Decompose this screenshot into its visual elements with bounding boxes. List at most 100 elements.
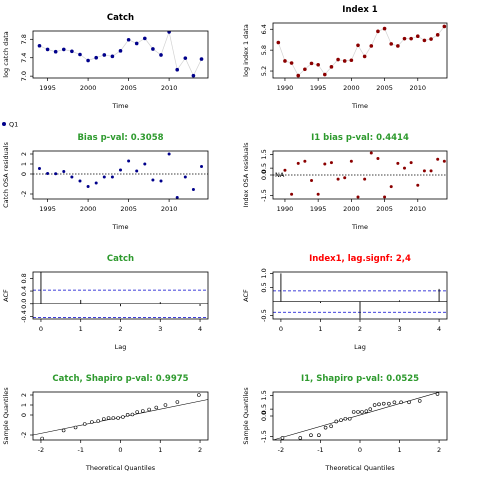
data-point bbox=[126, 37, 131, 42]
data-point bbox=[429, 37, 433, 41]
y-tick-label: -0.5 bbox=[260, 309, 268, 322]
y-tick-label: 7.0 bbox=[20, 71, 28, 81]
y-tick-label: 0.5 bbox=[260, 282, 268, 292]
data-point bbox=[276, 40, 281, 45]
qq-point bbox=[111, 416, 116, 420]
y-axis-label: Index OSA residuals bbox=[242, 142, 250, 208]
residual-point bbox=[442, 159, 446, 163]
x-tick-label: 2000 bbox=[80, 84, 97, 92]
x-tick-label: 1990 bbox=[277, 84, 294, 92]
x-tick-label: -1 bbox=[77, 446, 83, 454]
x-tick-label: 2010 bbox=[410, 205, 427, 213]
y-tick-label: 6.4 bbox=[260, 24, 268, 34]
data-point bbox=[349, 58, 354, 63]
data-point bbox=[376, 29, 380, 34]
data-point bbox=[102, 53, 107, 57]
x-tick-label: 2 bbox=[437, 446, 441, 454]
qq-point bbox=[368, 407, 373, 411]
residual-point bbox=[54, 172, 58, 176]
x-tick-label: 3 bbox=[397, 325, 401, 333]
y-tick-label: 0.8 bbox=[20, 273, 28, 283]
x-tick-label: 2005 bbox=[376, 84, 393, 92]
y-tick-label: 2 bbox=[20, 393, 28, 397]
qq-point bbox=[417, 399, 422, 403]
qq-point bbox=[73, 425, 78, 430]
y-tick-label: 2 bbox=[20, 152, 28, 156]
x-tick-label: 1 bbox=[397, 446, 401, 454]
plot-area bbox=[37, 31, 204, 78]
x-tick-label: 2 bbox=[118, 325, 122, 333]
x-tick-label: 0 bbox=[39, 325, 43, 333]
qq-point bbox=[140, 409, 145, 413]
panel-catch_qq: Catch, Shapiro p-val: 0.9975 Theoretical … bbox=[2, 374, 209, 472]
qq-point bbox=[387, 401, 391, 406]
residual-point bbox=[135, 169, 139, 173]
data-point bbox=[175, 67, 180, 72]
data-point bbox=[309, 61, 314, 66]
x-tick-label: 1 bbox=[79, 325, 83, 333]
qq-point bbox=[125, 412, 130, 417]
qq-point bbox=[163, 403, 168, 407]
y-tick-label: 0 bbox=[20, 413, 28, 417]
chart-title: Bias p-val: 0.3058 bbox=[77, 133, 163, 143]
qq-point bbox=[364, 409, 369, 414]
qq-point bbox=[435, 392, 440, 396]
residual-point bbox=[151, 178, 155, 182]
data-point bbox=[409, 36, 413, 41]
x-tick-label: 2005 bbox=[120, 205, 137, 213]
residual-point bbox=[422, 169, 426, 173]
residual-point bbox=[110, 175, 114, 179]
data-point bbox=[143, 36, 147, 41]
data-point bbox=[283, 59, 287, 63]
residual-point bbox=[200, 165, 204, 168]
panel-catch_osa: Bias p-val: 0.3058 Time Catch OSA residual… bbox=[2, 133, 209, 231]
y-tick-label: 1 bbox=[20, 403, 28, 407]
residual-point bbox=[429, 169, 433, 173]
residual-point bbox=[376, 157, 380, 161]
x-axis-label: Time bbox=[112, 102, 129, 110]
y-tick-label: 1.0 bbox=[260, 268, 268, 278]
chart-title: Catch bbox=[107, 254, 134, 264]
plot-frame bbox=[272, 150, 448, 200]
x-tick-label: 4 bbox=[437, 325, 441, 333]
data-point bbox=[45, 47, 50, 52]
x-axis-label: Lag bbox=[115, 343, 127, 351]
qq-point bbox=[40, 436, 44, 440]
x-tick-label: 1995 bbox=[39, 205, 56, 213]
x-tick-label: 0 bbox=[279, 325, 283, 333]
residual-point bbox=[127, 159, 131, 163]
data-point bbox=[422, 38, 427, 43]
plot-frame bbox=[32, 150, 209, 200]
data-point bbox=[94, 55, 98, 60]
data-point bbox=[53, 49, 58, 54]
qq-point bbox=[280, 436, 285, 440]
residual-point bbox=[37, 167, 41, 170]
plot-area bbox=[33, 393, 208, 440]
data-point bbox=[442, 24, 447, 29]
data-point bbox=[118, 49, 123, 53]
y-axis-label: Catch OSA residuals bbox=[2, 141, 10, 207]
plot-area bbox=[276, 24, 447, 78]
residual-point bbox=[283, 168, 287, 172]
residual-point bbox=[94, 181, 98, 185]
panel-catch_acf: Catch Lag ACF 0 1 2 3 4 -0.40.0 0.4 0.8 bbox=[2, 254, 209, 351]
y-axis-label: ACF bbox=[2, 289, 10, 302]
x-axis-label: Lag bbox=[354, 343, 366, 351]
data-point bbox=[396, 44, 400, 48]
data-point bbox=[342, 59, 347, 63]
plot-frame bbox=[272, 391, 448, 441]
data-point bbox=[435, 33, 440, 37]
x-tick-label: 2005 bbox=[376, 205, 393, 213]
data-point bbox=[356, 43, 360, 48]
qq-point bbox=[106, 416, 111, 420]
y-tick-label: 1 bbox=[20, 162, 28, 166]
chart-title: Catch bbox=[107, 13, 134, 23]
y-tick-label: 0 bbox=[20, 172, 28, 176]
panel-catch: Catch Time log catch data 1995 2000 2005 2010 7… bbox=[2, 13, 209, 110]
residual-point bbox=[323, 162, 327, 166]
residual-point bbox=[78, 179, 82, 183]
data-point bbox=[86, 58, 90, 63]
chart-title: Index1, lag.signf: 2,4 bbox=[309, 254, 411, 264]
y-tick-label: -1.5 bbox=[260, 430, 268, 443]
